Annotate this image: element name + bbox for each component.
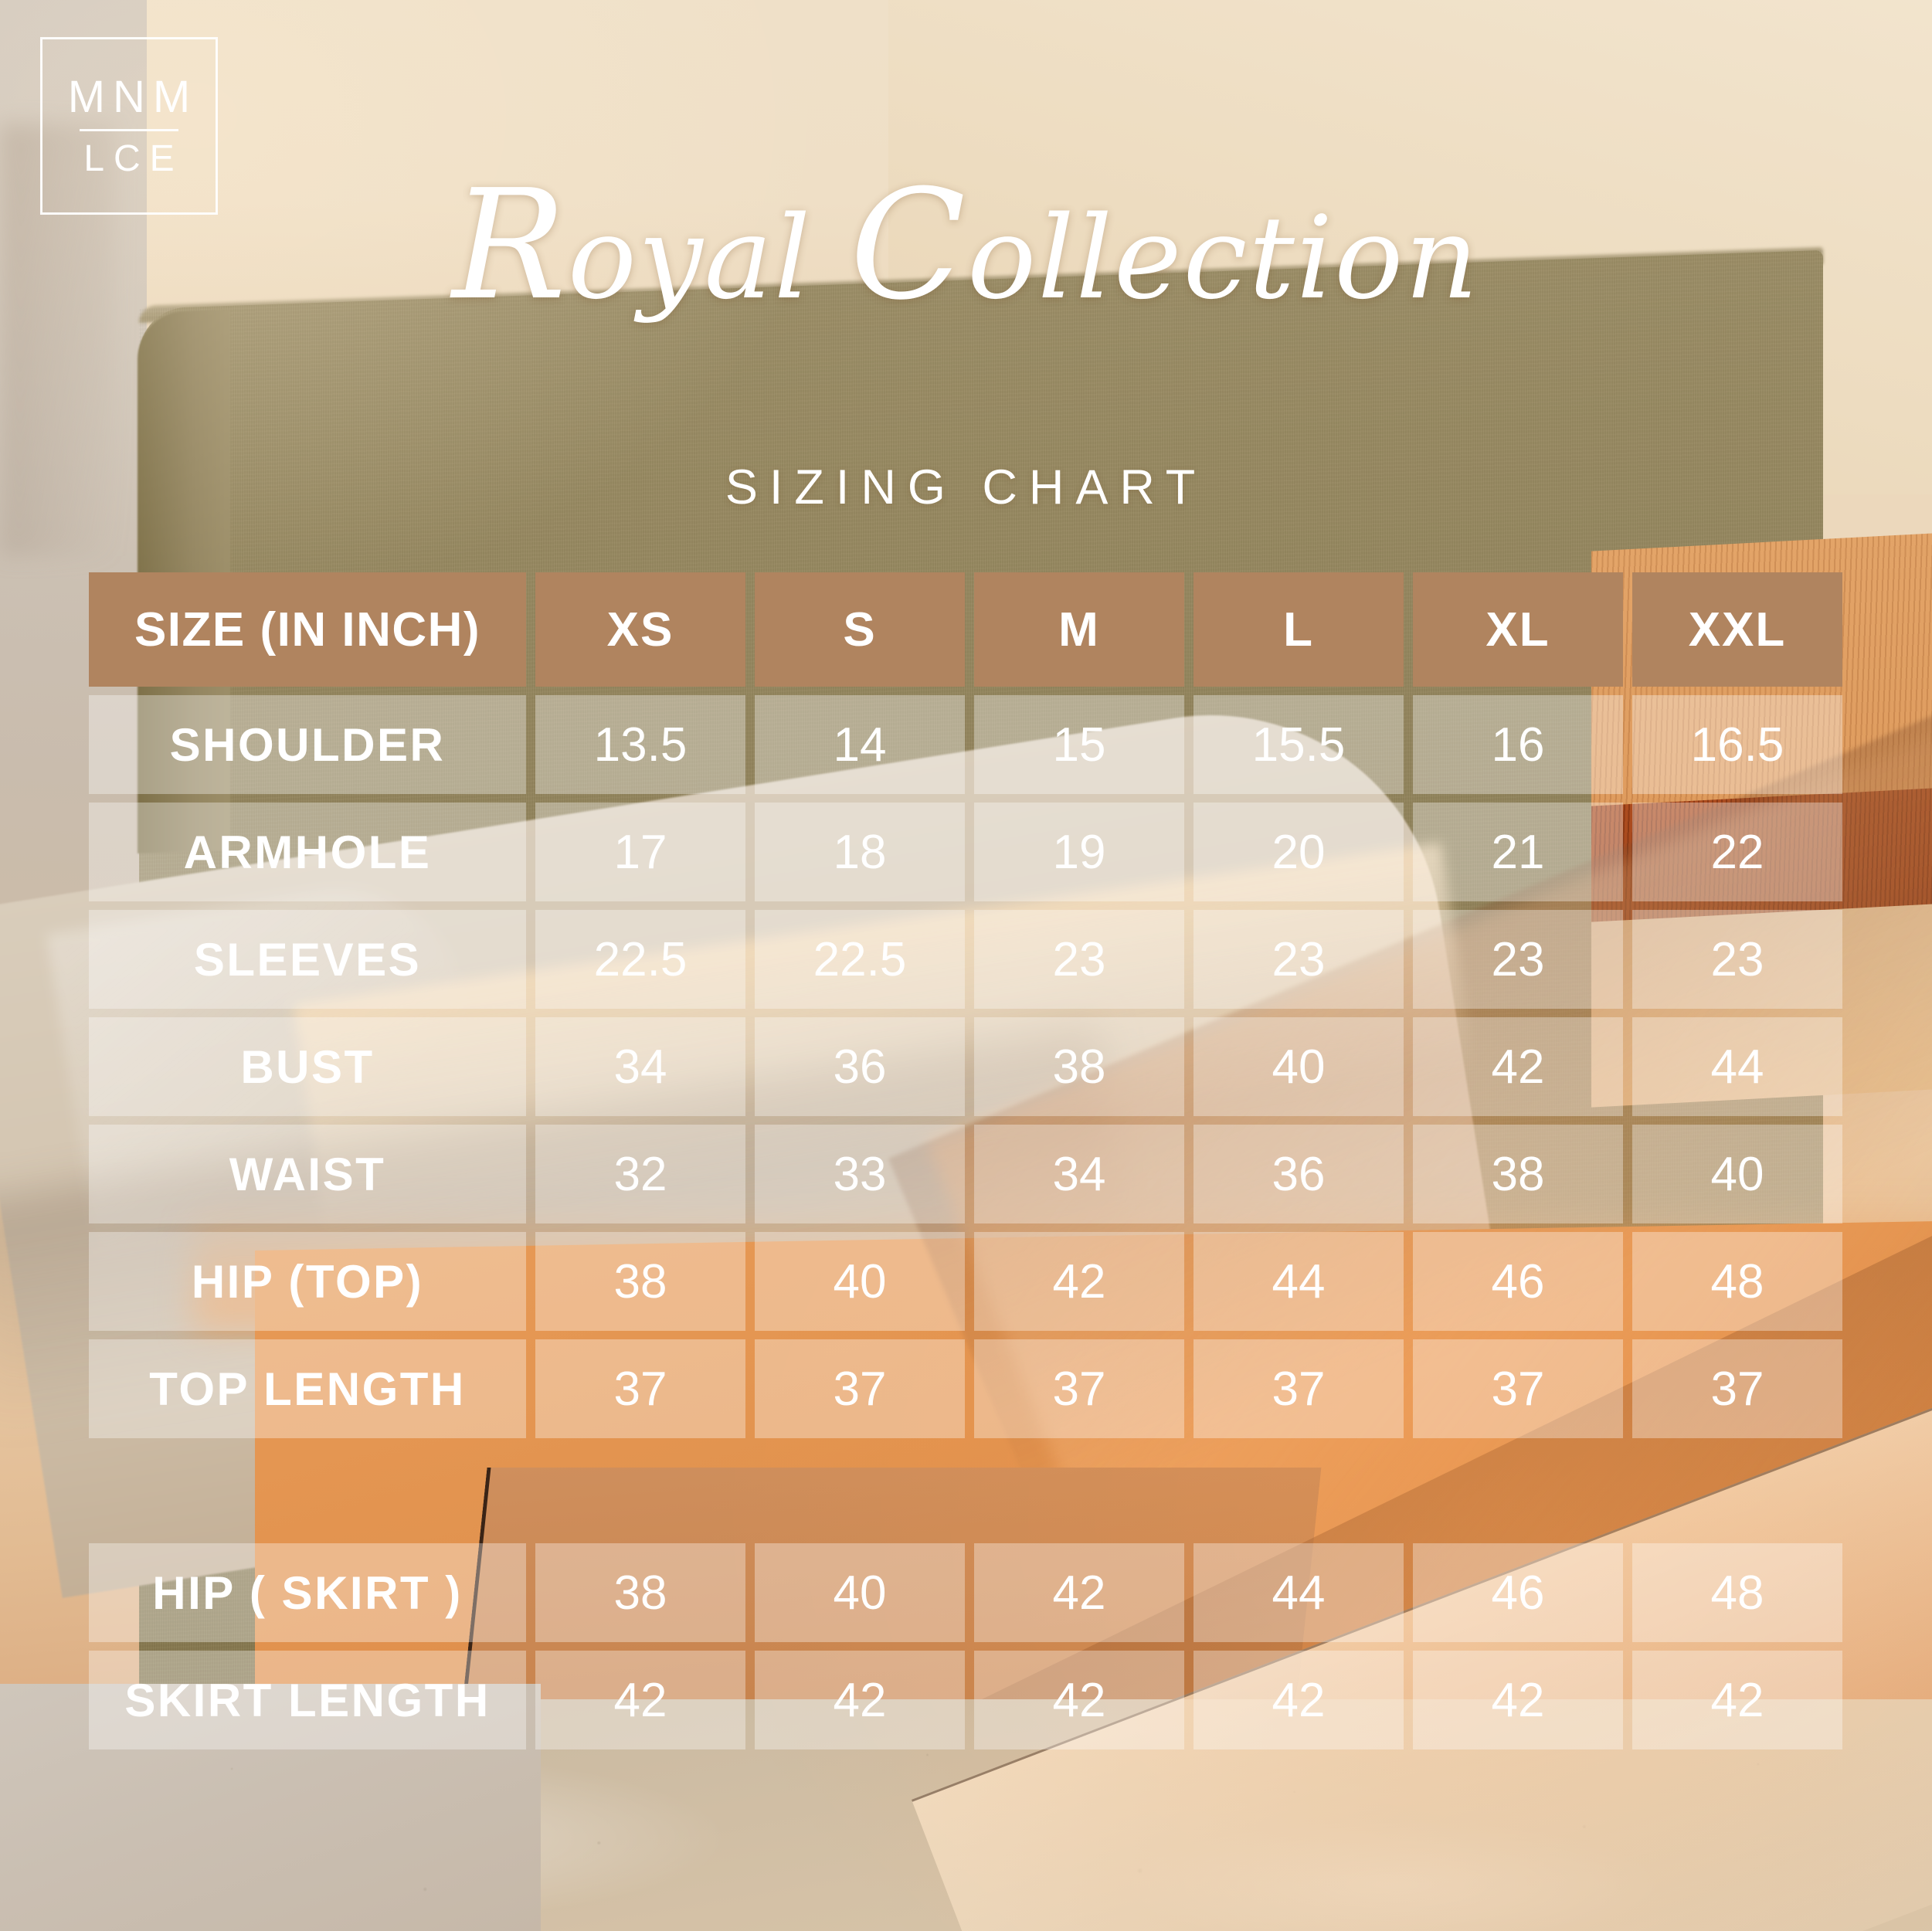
table-header-size-l: L (1193, 572, 1404, 687)
table-row: SLEEVES 22.5 22.5 23 23 23 23 (89, 910, 1842, 1009)
brand-logo: MNM LCE (40, 37, 218, 215)
table-cell-value: 14 (755, 695, 965, 794)
table-cell-value: 38 (1413, 1125, 1623, 1223)
sizing-table: SIZE (IN INCH) XS S M L XL XXL SHOULDER 13.5 14 1… (89, 572, 1842, 1758)
title-initial-c: C (850, 158, 968, 334)
page-subtitle: SIZING CHART (725, 460, 1207, 514)
table-cell-value: 46 (1413, 1543, 1623, 1642)
table-cell-value: 32 (535, 1125, 745, 1223)
table-cell-value: 37 (1632, 1339, 1842, 1438)
table-cell-value: 42 (755, 1651, 965, 1749)
table-cell-value: 42 (535, 1651, 745, 1749)
table-cell-value: 38 (535, 1232, 745, 1331)
table-body-top-group: SHOULDER 13.5 14 15 15.5 16 16.5 ARMHOLE 17 18 19 2… (89, 695, 1842, 1438)
table-row: SKIRT LENGTH 42 42 42 42 42 42 (89, 1651, 1842, 1749)
table-cell-value: 34 (974, 1125, 1184, 1223)
concrete-floor-left (0, 1684, 541, 1931)
table-cell-value: 46 (1413, 1232, 1623, 1331)
table-cell-value: 23 (1193, 910, 1404, 1009)
table-cell-value: 44 (1193, 1543, 1404, 1642)
page-title: Royal Collection (0, 170, 1932, 324)
table-cell-value: 42 (1632, 1651, 1842, 1749)
table-cell-value: 17 (535, 803, 745, 901)
table-cell-value: 34 (535, 1017, 745, 1116)
table-cell-value: 16.5 (1632, 695, 1842, 794)
table-row-label: WAIST (89, 1125, 526, 1223)
table-cell-value: 38 (974, 1017, 1184, 1116)
table-row-label: BUST (89, 1017, 526, 1116)
table-cell-value: 22.5 (535, 910, 745, 1009)
table-cell-value: 42 (1413, 1651, 1623, 1749)
table-cell-value: 37 (1413, 1339, 1623, 1438)
title-word-oyal: oyal (567, 192, 813, 324)
table-cell-value: 37 (755, 1339, 965, 1438)
wall-left-shadow (0, 124, 116, 556)
table-row: HIP ( SKIRT ) 38 40 42 44 46 48 (89, 1543, 1842, 1642)
wall-left-panel (0, 0, 147, 1027)
table-cell-value: 18 (755, 803, 965, 901)
table-row: TOP LENGTH 37 37 37 37 37 37 (89, 1339, 1842, 1438)
table-header-size-s: S (755, 572, 965, 687)
table-row-label: ARMHOLE (89, 803, 526, 901)
table-cell-value: 42 (1193, 1651, 1404, 1749)
table-group-separator (89, 1447, 1842, 1543)
table-cell-value: 40 (1193, 1017, 1404, 1116)
table-cell-value: 23 (974, 910, 1184, 1009)
table-cell-value: 40 (755, 1543, 965, 1642)
table-cell-value: 36 (1193, 1125, 1404, 1223)
table-header-row: SIZE (IN INCH) XS S M L XL XXL (89, 572, 1842, 687)
title-initial-r: R (452, 158, 568, 334)
table-row-label: HIP ( SKIRT ) (89, 1543, 526, 1642)
table-row-label: SHOULDER (89, 695, 526, 794)
table-header-size-label: SIZE (IN INCH) (89, 572, 526, 687)
table-cell-value: 23 (1413, 910, 1623, 1009)
table-header-size-xl: XL (1413, 572, 1623, 687)
table-cell-value: 40 (755, 1232, 965, 1331)
brand-logo-divider (80, 128, 178, 131)
table-cell-value: 37 (1193, 1339, 1404, 1438)
table-cell-value: 15.5 (1193, 695, 1404, 794)
table-row-label: HIP (TOP) (89, 1232, 526, 1331)
brand-logo-line1: MNM (67, 71, 199, 122)
table-header-size-m: M (974, 572, 1184, 687)
table-cell-value: 42 (974, 1651, 1184, 1749)
table-cell-value: 42 (974, 1543, 1184, 1642)
table-cell-value: 16 (1413, 695, 1623, 794)
table-cell-value: 44 (1193, 1232, 1404, 1331)
table-row: BUST 34 36 38 40 42 44 (89, 1017, 1842, 1116)
table-row: HIP (TOP) 38 40 42 44 46 48 (89, 1232, 1842, 1331)
table-cell-value: 37 (974, 1339, 1184, 1438)
table-cell-value: 37 (535, 1339, 745, 1438)
table-row: WAIST 32 33 34 36 38 40 (89, 1125, 1842, 1223)
table-cell-value: 21 (1413, 803, 1623, 901)
table-header-size-xxl: XXL (1632, 572, 1842, 687)
table-cell-value: 22 (1632, 803, 1842, 901)
table-cell-value: 48 (1632, 1543, 1842, 1642)
table-cell-value: 33 (755, 1125, 965, 1223)
table-cell-value: 22.5 (755, 910, 965, 1009)
table-row: ARMHOLE 17 18 19 20 21 22 (89, 803, 1842, 901)
table-cell-value: 13.5 (535, 695, 745, 794)
table-row: SHOULDER 13.5 14 15 15.5 16 16.5 (89, 695, 1842, 794)
table-cell-value: 19 (974, 803, 1184, 901)
table-row-label: SLEEVES (89, 910, 526, 1009)
table-cell-value: 44 (1632, 1017, 1842, 1116)
table-cell-value: 38 (535, 1543, 745, 1642)
table-cell-value: 36 (755, 1017, 965, 1116)
title-word-ollection: ollection (967, 192, 1480, 324)
table-cell-value: 48 (1632, 1232, 1842, 1331)
table-row-label: SKIRT LENGTH (89, 1651, 526, 1749)
table-body-skirt-group: HIP ( SKIRT ) 38 40 42 44 46 48 SKIRT LENGTH 42 4… (89, 1543, 1842, 1749)
table-header-size-xs: XS (535, 572, 745, 687)
table-row-label: TOP LENGTH (89, 1339, 526, 1438)
table-cell-value: 42 (974, 1232, 1184, 1331)
table-cell-value: 42 (1413, 1017, 1623, 1116)
table-cell-value: 15 (974, 695, 1184, 794)
brand-logo-line2: LCE (83, 137, 184, 179)
table-cell-value: 20 (1193, 803, 1404, 901)
table-cell-value: 40 (1632, 1125, 1842, 1223)
table-cell-value: 23 (1632, 910, 1842, 1009)
